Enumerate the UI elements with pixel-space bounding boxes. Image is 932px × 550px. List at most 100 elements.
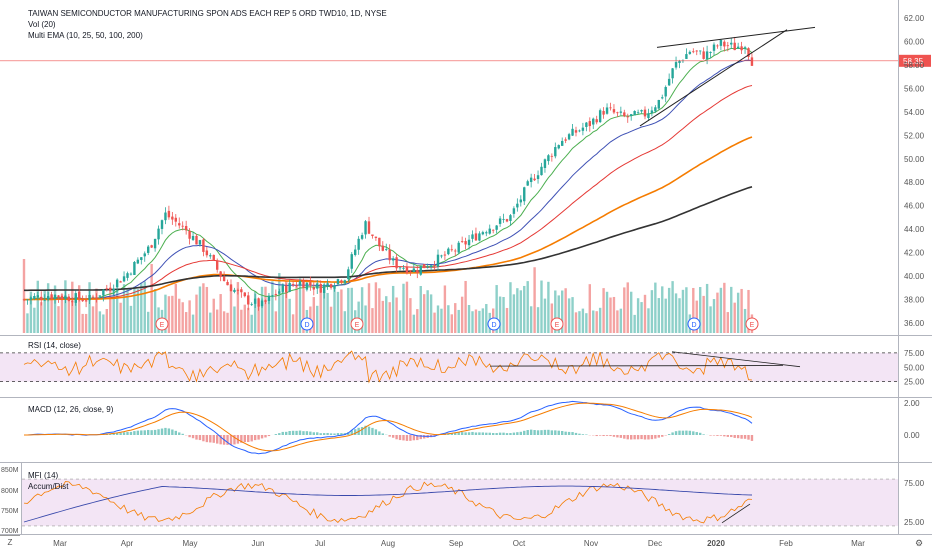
- ema-10-line: [24, 47, 753, 301]
- time-label: Apr: [121, 539, 134, 548]
- macd-histogram-bar: [229, 435, 233, 445]
- candle-body: [605, 107, 609, 114]
- macd-histogram-bar: [719, 435, 723, 436]
- candle-body: [71, 301, 74, 303]
- price-tick: 36.00: [904, 319, 925, 328]
- candle-body: [495, 225, 498, 230]
- volume-bar: [40, 302, 43, 333]
- macd-histogram-bar: [291, 430, 295, 435]
- volume-bar: [636, 298, 640, 333]
- volume-bar: [102, 314, 105, 333]
- macd-histogram-bar: [395, 435, 398, 440]
- macd-histogram-bar: [740, 435, 743, 439]
- macd-histogram-bar: [288, 431, 291, 435]
- macd-tick: 2.00: [904, 399, 920, 408]
- macd-histogram-bar: [350, 430, 353, 435]
- macd-histogram-bar: [581, 434, 585, 435]
- macd-histogram-bar: [257, 435, 260, 440]
- candle-body: [174, 217, 177, 222]
- macd-histogram-bar: [678, 430, 681, 435]
- volume-bar: [705, 283, 709, 333]
- macd-histogram-bar: [312, 432, 315, 435]
- volume-bar: [88, 282, 91, 333]
- candle-body: [250, 304, 253, 306]
- macd-histogram-bar: [157, 429, 160, 435]
- macd-histogram-bar: [661, 435, 664, 437]
- macd-histogram-bar: [329, 433, 333, 435]
- candle-body: [464, 241, 467, 245]
- volume-bar: [516, 288, 519, 333]
- volume-bar: [216, 309, 219, 333]
- candle-body: [357, 238, 360, 250]
- candle-body: [402, 268, 405, 269]
- time-label: Feb: [779, 539, 793, 548]
- candle-body: [450, 249, 453, 251]
- volume-bar: [554, 290, 557, 333]
- macd-histogram-bar: [191, 435, 195, 439]
- candle-body: [195, 235, 198, 245]
- candle-body: [474, 233, 478, 241]
- candle-body: [64, 295, 67, 300]
- candle-body: [84, 300, 88, 302]
- candle-body: [650, 110, 654, 114]
- volume-bar: [678, 298, 681, 333]
- volume-bar: [122, 284, 126, 333]
- rsi-tick: 50.00: [904, 363, 925, 372]
- macd-histogram-bar: [519, 431, 522, 435]
- macd-histogram-bar: [205, 435, 209, 443]
- volume-bar: [726, 312, 729, 333]
- candle-body: [298, 281, 302, 286]
- volume-bar: [336, 291, 340, 333]
- volume-bar: [43, 289, 46, 333]
- candle-body: [302, 281, 305, 289]
- candle-body: [157, 228, 160, 240]
- volume-bar: [205, 286, 209, 333]
- candle-body: [205, 250, 209, 256]
- volume-bar: [702, 295, 705, 333]
- macd-histogram-bar: [119, 432, 122, 435]
- candle-body: [53, 294, 57, 300]
- macd-histogram-bar: [609, 435, 612, 437]
- candle-body: [378, 237, 381, 247]
- macd-histogram-bar: [285, 431, 288, 435]
- macd-histogram-bar: [674, 431, 678, 435]
- volume-bar: [247, 307, 250, 333]
- gear-icon[interactable]: ⚙: [906, 536, 932, 550]
- candle-body: [243, 292, 246, 297]
- candle-body: [385, 249, 388, 250]
- macd-histogram-bar: [750, 435, 754, 441]
- volume-bar: [278, 273, 281, 333]
- price-tick: 48.00: [904, 178, 925, 187]
- timezone-button[interactable]: Z: [0, 535, 20, 550]
- macd-histogram-bar: [595, 435, 598, 437]
- volume-bar: [457, 309, 460, 333]
- earnings-marker: [155, 317, 169, 331]
- macd-histogram-bar: [726, 435, 729, 437]
- macd-histogram-bar: [136, 430, 140, 435]
- candle-body: [416, 270, 419, 273]
- vol-label: Vol (20): [28, 20, 56, 29]
- volume-bar: [98, 311, 102, 333]
- macd-histogram-bar: [274, 434, 278, 435]
- candle-body: [612, 109, 616, 113]
- price-tick: 56.00: [904, 84, 925, 93]
- accum-dist-tick: 750M: [1, 508, 19, 515]
- macd-histogram-bar: [412, 435, 416, 441]
- candle-body: [257, 298, 260, 307]
- macd-histogram-bar: [454, 432, 457, 435]
- volume-bar: [526, 281, 529, 333]
- volume-bar: [29, 291, 33, 333]
- volume-bar: [291, 314, 295, 333]
- macd-histogram-bar: [405, 435, 409, 441]
- candle-body: [667, 78, 671, 86]
- candle-body: [260, 300, 264, 307]
- macd-histogram-bar: [636, 435, 640, 440]
- macd-histogram-bar: [115, 432, 119, 435]
- macd-histogram-bar: [550, 430, 554, 435]
- candle-body: [178, 223, 181, 226]
- volume-bar: [184, 312, 188, 333]
- macd-histogram-bar: [540, 430, 543, 435]
- candle-body: [467, 239, 471, 246]
- candle-body: [498, 218, 502, 224]
